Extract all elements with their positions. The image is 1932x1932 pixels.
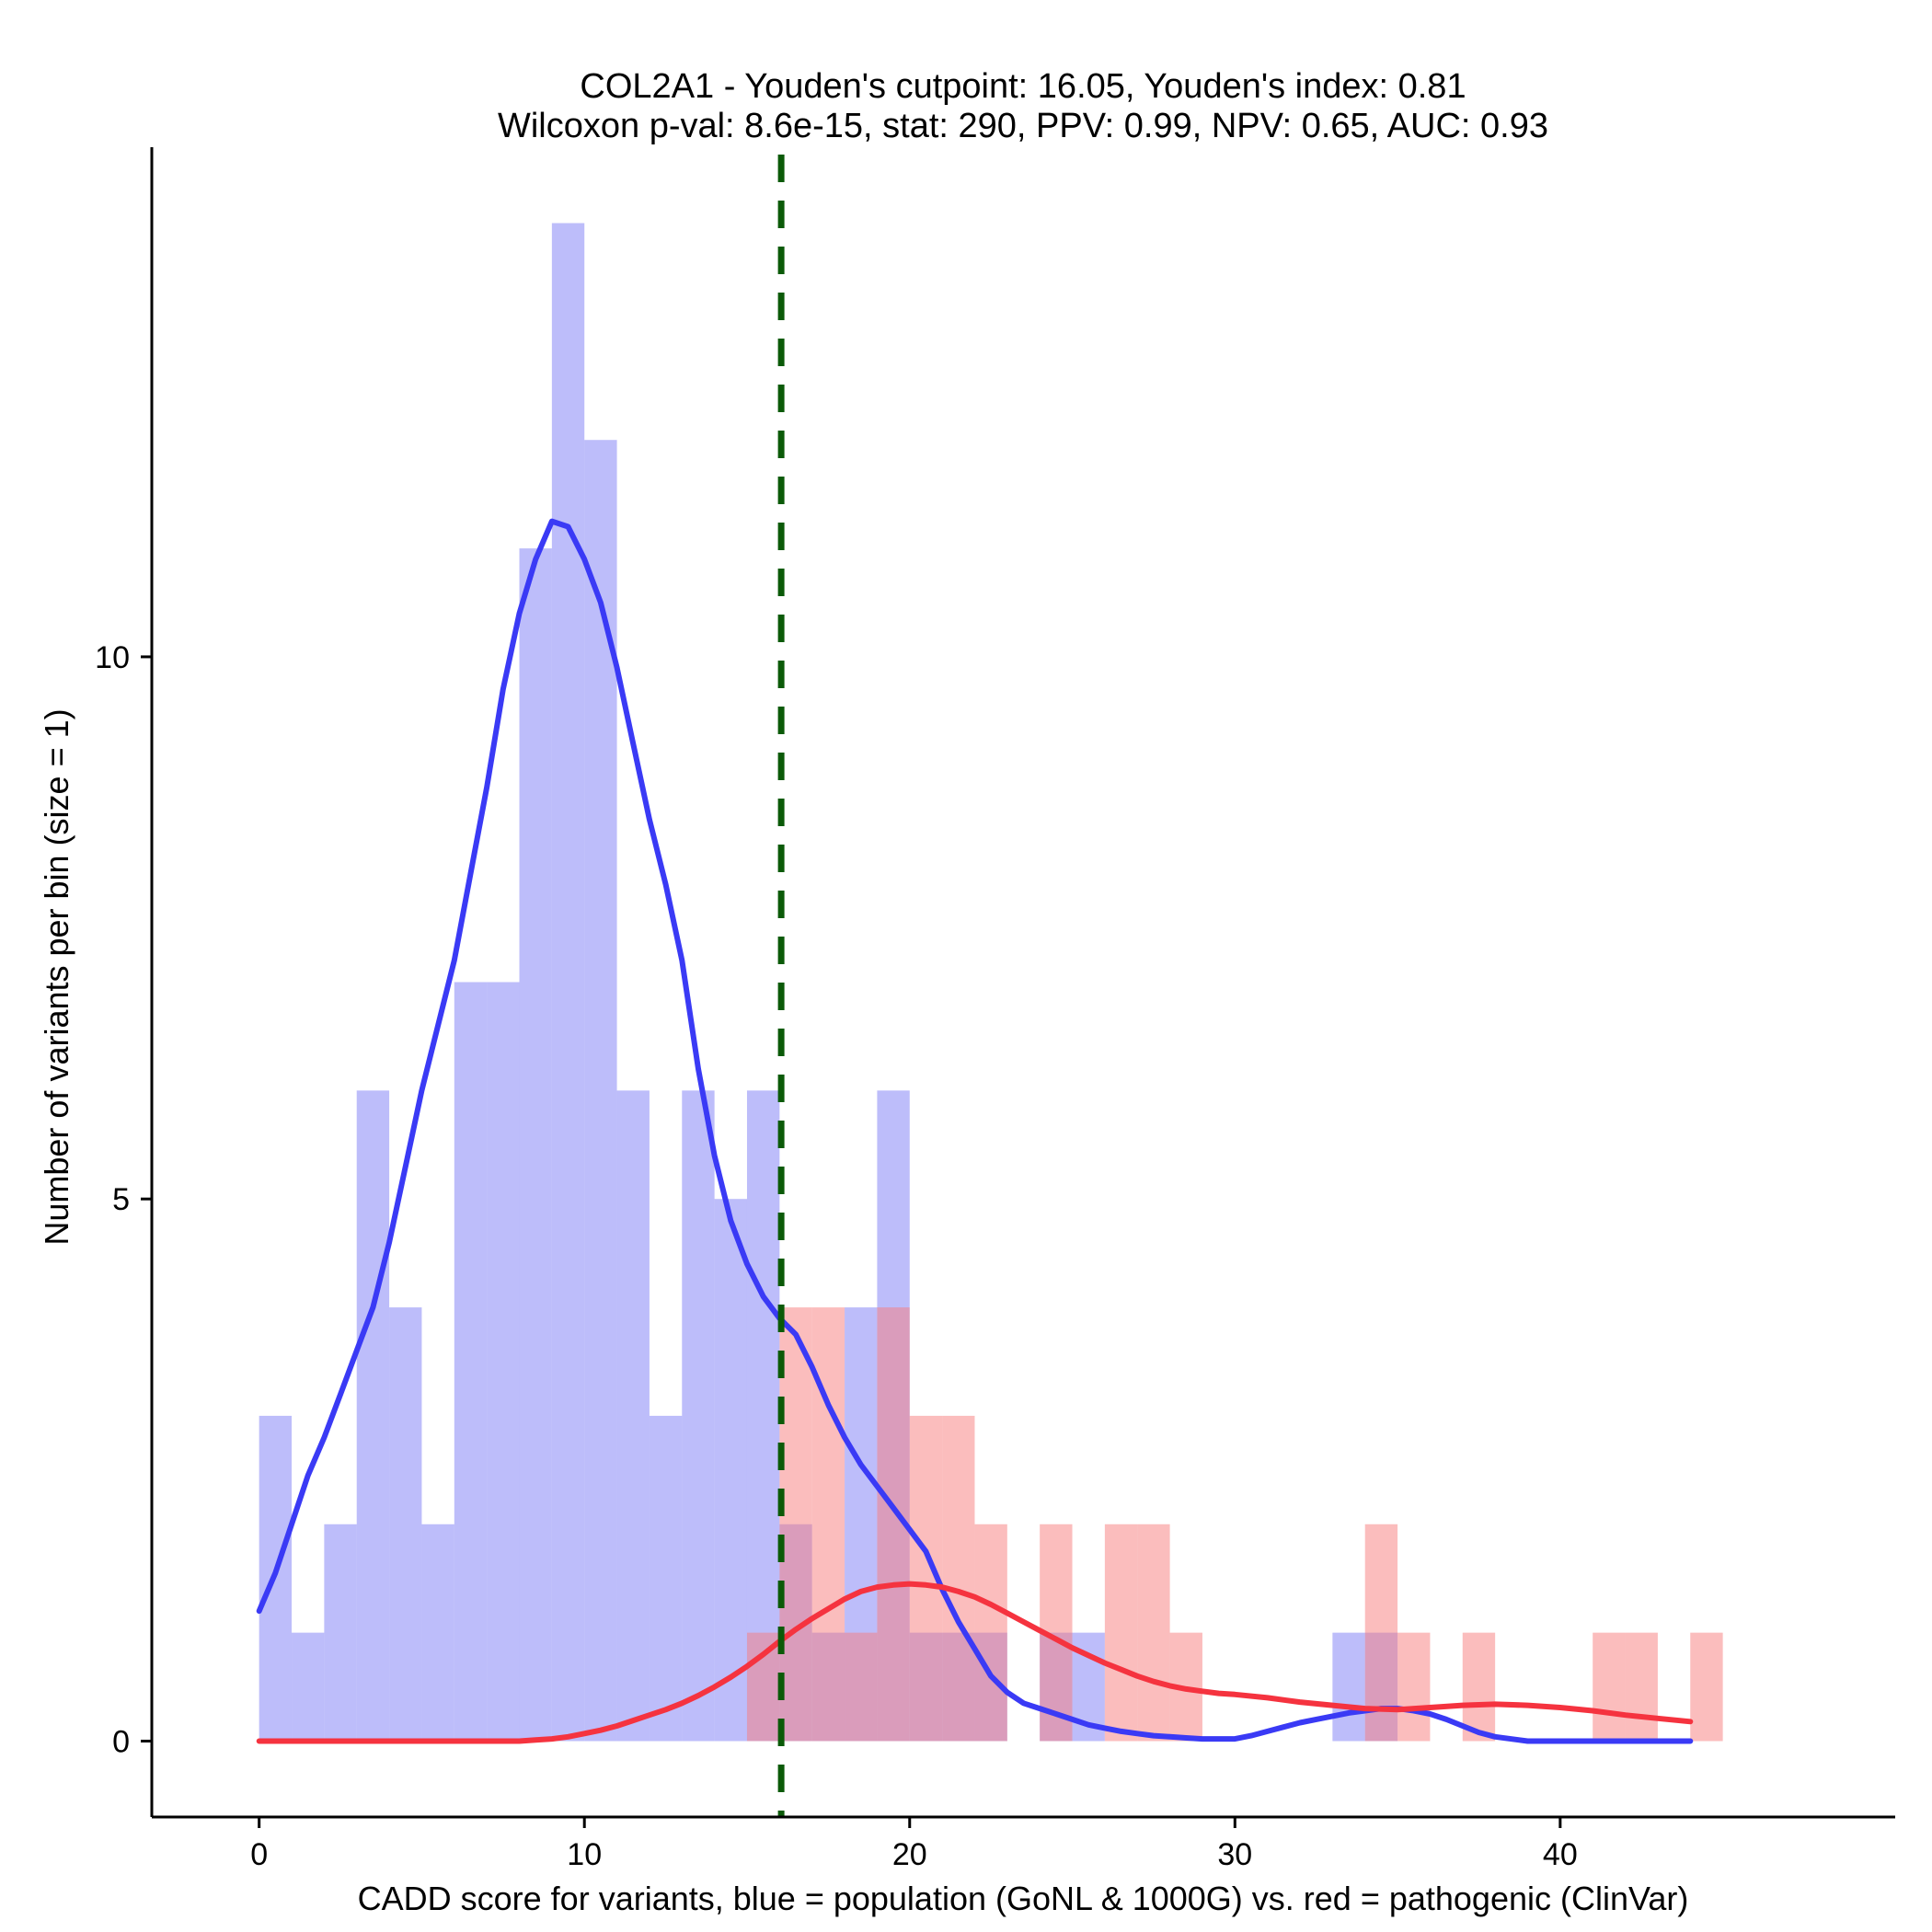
population-bar <box>454 982 488 1742</box>
population-bar <box>292 1632 325 1742</box>
x-tick-label: 20 <box>892 1837 927 1872</box>
population-bar <box>551 223 585 1742</box>
chart-title-line-1: COL2A1 - Youden's cutpoint: 16.05, Youde… <box>580 67 1466 106</box>
density-curves <box>256 518 1694 1744</box>
pathogenic-bar <box>974 1524 1007 1742</box>
pathogenic-bar <box>1364 1524 1398 1742</box>
axes <box>150 147 1895 1819</box>
population-bar <box>584 440 617 1742</box>
population-bar <box>519 548 552 1742</box>
y-tick-label: 5 <box>112 1182 130 1217</box>
chart-title-line-2: Wilcoxon p-val: 8.6e-15, stat: 290, PPV:… <box>498 107 1548 145</box>
x-tick-label: 40 <box>1543 1837 1578 1872</box>
pathogenic-bar <box>779 1307 812 1742</box>
pathogenic-bar <box>1104 1524 1138 1742</box>
pathogenic-bar <box>942 1415 975 1742</box>
x-axis-ticks: 0 10 20 30 40 <box>250 1817 1578 1872</box>
pathogenic-bar <box>1690 1632 1723 1742</box>
population-bar <box>324 1524 357 1742</box>
x-tick-label: 0 <box>250 1837 268 1872</box>
pathogenic-bar <box>1625 1632 1658 1742</box>
pathogenic-bar <box>1397 1632 1431 1742</box>
x-tick-label: 10 <box>567 1837 602 1872</box>
y-axis-ticks: 0 5 10 <box>95 640 152 1760</box>
population-bar <box>616 1090 650 1742</box>
x-tick-label: 30 <box>1217 1837 1252 1872</box>
pathogenic-bar <box>845 1632 878 1742</box>
pathogenic-histogram <box>746 1307 1723 1742</box>
population-bar <box>421 1524 454 1742</box>
population-bar <box>356 1090 390 1742</box>
x-axis-label: CADD score for variants, blue = populati… <box>358 1880 1689 1917</box>
y-axis-label: Number of variants per bin (size = 1) <box>38 708 75 1245</box>
population-bar <box>714 1199 747 1742</box>
population-bar <box>682 1090 715 1742</box>
pathogenic-bar <box>746 1632 780 1742</box>
pathogenic-bar <box>1593 1632 1626 1742</box>
pathogenic-bar <box>1462 1632 1496 1742</box>
population-bar <box>487 982 520 1742</box>
population-bar <box>1332 1632 1365 1742</box>
population-bar <box>389 1307 422 1742</box>
pathogenic-density-curve <box>256 1581 1694 1744</box>
population-bar <box>649 1415 683 1742</box>
chart-title: COL2A1 - Youden's cutpoint: 16.05, Youde… <box>498 67 1548 145</box>
pathogenic-bar <box>1137 1524 1170 1742</box>
y-tick-label: 10 <box>95 640 130 675</box>
y-tick-label: 0 <box>112 1725 130 1760</box>
